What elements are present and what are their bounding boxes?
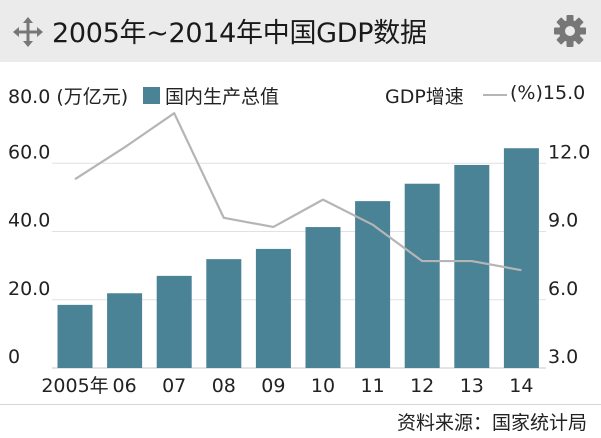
x-tick-label: 14 [509,375,533,397]
bar [206,259,242,368]
x-tick-label: 09 [261,375,285,397]
bar [454,164,490,368]
move-arrows-icon[interactable] [12,16,44,48]
right-tick-label: 12.0 [548,141,590,163]
bar [404,183,440,368]
left-axis-unit: (万亿元) [56,86,129,108]
legend-bar-swatch [143,87,160,104]
bar [255,248,291,368]
legend-bar-label: 国内生产总值 [165,86,280,108]
right-axis-unit: (%) [510,82,543,104]
left-axis-label: 80.0 (万亿元) [8,82,128,109]
left-tick-label: 40.0 [8,210,50,232]
right-axis-top-tick: 15.0 [542,82,586,104]
right-tick-label: 3.0 [548,346,578,368]
x-tick-label: 12 [410,375,434,397]
x-tick-label: 07 [162,375,186,397]
left-tick-label: 0 [8,346,20,368]
right-tick-label: 6.0 [548,278,578,300]
bar-series [57,148,539,368]
growth-line [74,112,522,272]
x-tick-label: 06 [113,375,137,397]
left-tick-label: 60.0 [8,141,50,163]
x-tick-label: 13 [460,375,484,397]
legend-line-swatch [483,94,507,96]
footer-divider [0,404,601,405]
line-series [74,112,522,272]
right-axis-label: (%)15.0 [510,82,585,104]
legend-row: 80.0 (万亿元) 国内生产总值 GDP增速 (%)15.0 [0,80,601,112]
axis-tick-labels: 0 3.0 20.0 6.0 40.0 9.0 60.0 12.0 2005年 06 07 08 09 1… [8,141,590,397]
left-axis-top-tick: 80.0 [8,86,51,108]
bar [57,304,93,368]
bar [355,201,391,368]
bar [156,275,192,368]
right-tick-label: 9.0 [548,210,578,232]
bar [305,227,341,368]
x-tick-label: 11 [361,375,385,397]
source-note: 资料来源：国家统计局 [396,412,587,434]
bar [503,148,539,368]
chart-title: 2005年~2014年中国GDP数据 [52,18,427,49]
left-tick-label: 20.0 [8,278,50,300]
x-tick-label: 2005年 [41,375,108,397]
x-tick-label: 08 [212,375,236,397]
title-bar: 2005年~2014年中国GDP数据 [0,0,601,62]
x-tick-label: 10 [311,375,335,397]
gear-icon[interactable] [553,14,587,48]
legend-line-label: GDP增速 [385,86,464,108]
bar [107,293,143,368]
